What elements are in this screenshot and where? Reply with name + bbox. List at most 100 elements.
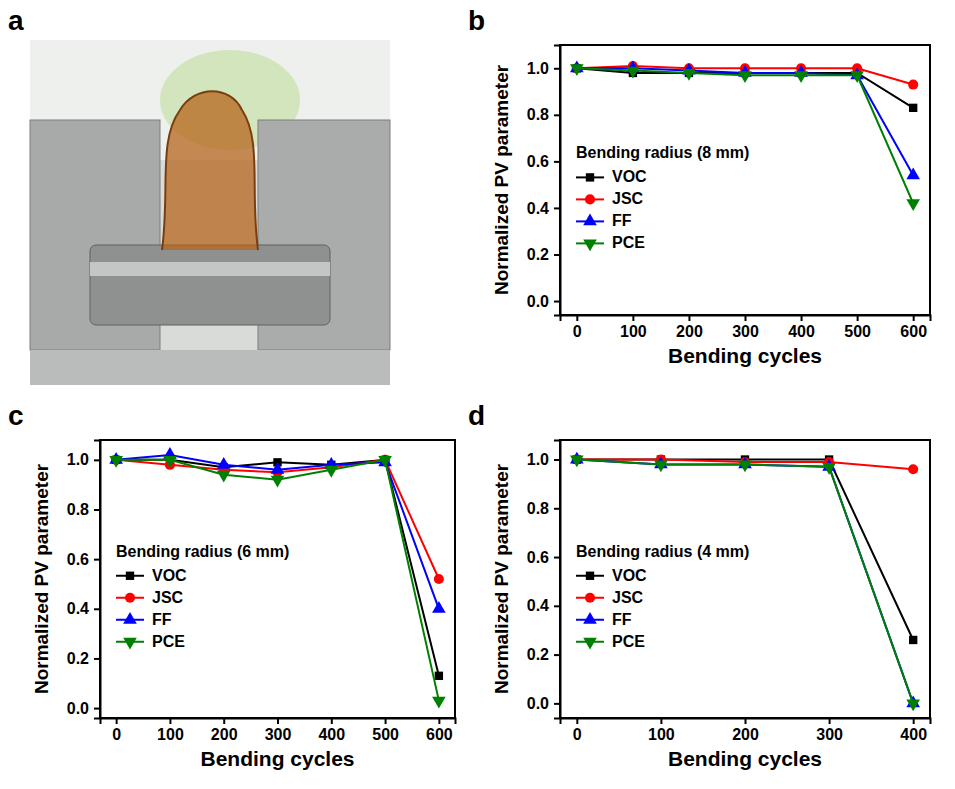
x-tick: 100 [620,315,647,340]
x-tick-mark [688,315,690,321]
legend-label: VOC [612,168,647,185]
legend-entry: VOC [576,168,647,185]
x-tick-mark [632,315,634,321]
y-axis-title: Normalized PV parameter [491,64,512,295]
legend-label: PCE [152,633,185,650]
plot-frame [100,440,455,718]
plot-area [570,452,920,712]
plot-area [109,447,445,708]
panel-letter: b [468,5,485,36]
legend-marker [123,638,137,650]
data-point [908,464,918,474]
x-tick-label: 0 [112,726,121,743]
legend-entry: PCE [116,633,185,650]
y-tick-label: 0.4 [527,597,549,614]
y-tick: 0.4 [527,200,560,217]
legend-marker [126,572,134,580]
legend-label: FF [152,611,172,628]
legend-title: Bending radius (8 mm) [576,144,749,161]
x-tick-label: 600 [426,726,453,743]
y-tick-mark [94,509,100,511]
y-tick: 0.8 [67,501,100,518]
legend-entry: FF [576,611,632,628]
x-tick: 500 [844,315,871,340]
x-tick-mark [913,315,915,321]
legend-marker [586,173,594,181]
data-point [434,574,444,584]
y-tick-label: 0.4 [67,600,89,617]
legend-label: JSC [152,589,184,606]
data-point [682,69,696,81]
y-tick: 0.2 [67,650,100,667]
x-tick: 400 [900,718,927,743]
plot-frame [560,440,930,718]
series-line [577,460,913,640]
y-tick-mark [94,708,100,710]
y-tick-label: 0.6 [527,153,549,170]
legend-title: Bending radius (6 mm) [116,543,289,560]
series-line [116,455,439,609]
data-point [324,466,338,478]
panel-letter: c [8,400,24,431]
legend-title: Bending radius (4 mm) [576,543,749,560]
x-axis-line [561,719,931,725]
data-point [906,199,920,211]
legend-marker [123,612,137,624]
legend-entry: JSC [576,190,644,207]
data-point [217,471,231,483]
x-axis: 0100200300400500600 [101,718,456,743]
x-tick-mark [277,718,279,724]
data-point [217,457,231,469]
y-tick-label: 0.2 [67,650,89,667]
x-tick-label: 200 [732,726,759,743]
y-tick-mark [554,605,560,607]
rod [90,245,330,325]
y-tick-label: 1.0 [527,451,549,468]
data-point [738,71,752,83]
data-point [570,64,584,76]
data-point [378,456,392,468]
y-tick-mark [554,703,560,705]
x-tick: 200 [676,315,703,340]
y-tick-label: 0.6 [67,551,89,568]
legend-label: PCE [612,234,645,251]
y-tick: 0.6 [527,153,560,170]
legend-label: FF [612,212,632,229]
data-point [908,80,918,90]
legend-label: VOC [612,567,647,584]
x-tick-label: 500 [844,323,871,340]
y-tick-mark [554,654,560,656]
y-tick: 0.0 [67,700,100,717]
data-point [163,456,177,468]
chart: 01002003004005006000.00.20.40.60.81.0Ben… [491,45,931,367]
x-tick-label: 400 [900,726,927,743]
x-tick: 0 [573,718,582,743]
y-tick-label: 1.0 [527,60,549,77]
data-point [909,104,917,112]
x-tick-mark [223,718,225,724]
x-tick-label: 300 [265,726,292,743]
x-tick-label: 500 [372,726,399,743]
data-point [906,167,920,179]
y-tick: 1.0 [67,451,100,468]
data-point [271,476,285,488]
x-tick-label: 0 [573,323,582,340]
x-axis-title: Bending cycles [200,747,354,770]
y-tick-label: 0.8 [527,500,549,517]
x-tick-mark [576,315,578,321]
y-tick-label: 0.2 [527,646,549,663]
data-point [654,460,668,472]
y-axis: 0.00.20.40.60.81.0 [527,441,561,719]
y-tick: 0.6 [67,551,100,568]
y-tick-label: 0.8 [67,501,89,518]
legend-entry: FF [576,212,632,229]
data-point [626,67,640,79]
x-axis-title: Bending cycles [668,344,822,367]
y-axis-line [94,441,101,719]
y-tick: 0.8 [527,500,560,517]
bent-film [162,91,258,250]
y-axis-title: Normalized PV parameter [491,463,512,694]
y-tick: 0.0 [527,293,560,310]
y-tick-mark [554,207,560,209]
x-tick: 300 [265,718,292,743]
